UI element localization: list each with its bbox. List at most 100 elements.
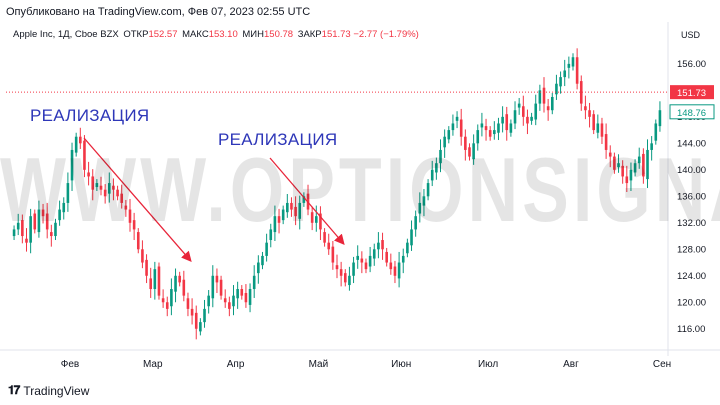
candle-body: [124, 205, 128, 210]
candle-body: [372, 249, 376, 259]
candle-body: [261, 255, 264, 266]
candle-body: [91, 176, 95, 190]
symbol-ohlc-line: Apple Inc, 1Д, Cboe BZX ОТКР152.57 МАКС1…: [13, 29, 419, 40]
candle-body: [526, 116, 529, 124]
candle-body: [497, 123, 500, 133]
candle-body: [596, 123, 600, 133]
candle-body: [153, 269, 157, 290]
candle-body: [232, 295, 235, 307]
high-label: МАКС: [182, 29, 209, 40]
candle-body: [339, 269, 343, 276]
candle-body: [207, 295, 210, 307]
x-tick-label: Мар: [143, 359, 163, 370]
candle-body: [186, 298, 190, 309]
candle-body: [522, 106, 525, 117]
y-tick-label: 140.00: [677, 165, 706, 176]
candle-body: [550, 96, 554, 111]
last-price-label: 151.73: [677, 88, 706, 99]
candle-body: [219, 279, 223, 296]
candle-body: [439, 149, 442, 164]
candle-body: [588, 110, 591, 117]
candle-body: [364, 262, 368, 270]
high-value: 153.10: [208, 29, 238, 40]
currency-label: USD: [681, 30, 701, 40]
candle-body: [37, 209, 41, 233]
candle-body: [629, 169, 633, 181]
tradingview-logo-icon: 𝟏𝟕: [8, 383, 20, 397]
candle-body: [517, 103, 521, 108]
candle-body: [505, 114, 509, 131]
candle-body: [281, 209, 285, 221]
candle-body: [658, 110, 662, 127]
candle-body: [352, 262, 355, 276]
candle-body: [116, 189, 119, 197]
candle-body: [136, 232, 140, 250]
candle-body: [199, 322, 202, 332]
y-tick-label: 144.00: [677, 138, 706, 149]
annotation-right: РЕАЛИЗАЦИЯ: [218, 130, 338, 149]
candle-body: [244, 292, 248, 303]
last-price-marker: [670, 85, 714, 100]
y-tick-label: 124.00: [677, 271, 706, 282]
candle-body: [637, 156, 641, 164]
candle-body: [464, 136, 467, 150]
candle-body: [650, 143, 653, 150]
candle-body: [203, 308, 206, 323]
footer[interactable]: 𝟏𝟕 TradingView: [8, 383, 89, 398]
candle-body: [62, 202, 66, 213]
candle-body: [401, 255, 405, 263]
candle-body: [397, 262, 401, 279]
candle-body: [120, 193, 124, 203]
candle-body: [348, 275, 351, 286]
candle-body: [29, 216, 32, 243]
candle-body: [149, 278, 152, 290]
candle-body: [79, 136, 82, 144]
candle-body: [377, 242, 380, 250]
candle-body: [112, 185, 115, 190]
candle-body: [236, 289, 239, 299]
current-price-marker: [669, 104, 715, 120]
candle-body: [157, 266, 161, 296]
candle-body: [455, 116, 459, 121]
candle-body: [389, 262, 393, 270]
candle-body: [331, 246, 335, 263]
candle-body: [178, 275, 181, 283]
candle-body: [600, 123, 604, 137]
candle-body: [393, 266, 397, 276]
candle-body: [447, 130, 451, 140]
y-tick-label: 116.00: [677, 324, 705, 335]
arrow-right: [269, 157, 345, 245]
candle-body: [83, 140, 86, 170]
candle-body: [414, 216, 417, 230]
candle-body: [530, 116, 533, 121]
candle-body: [323, 232, 326, 243]
x-tick-label: Июн: [391, 359, 411, 370]
x-tick-label: Июл: [478, 359, 498, 370]
candle-body: [12, 229, 16, 237]
candle-body: [70, 149, 74, 181]
candle-body: [509, 123, 513, 133]
candle-body: [646, 149, 649, 180]
candle-body: [74, 136, 78, 153]
candle-body: [215, 275, 219, 283]
candle-body: [269, 229, 273, 241]
candle-body: [290, 202, 293, 210]
x-tick-label: Май: [309, 359, 329, 370]
candle-body: [211, 275, 215, 299]
y-tick-label: 132.00: [677, 218, 706, 229]
candle-body: [476, 130, 480, 144]
candle-body: [95, 183, 99, 188]
candle-body: [128, 209, 132, 223]
candle-body: [265, 242, 268, 256]
candle-body: [302, 196, 306, 203]
candle-body: [443, 136, 446, 148]
footer-brand: TradingView: [23, 383, 90, 398]
y-tick-label: 156.00: [677, 59, 706, 70]
candle-body: [584, 106, 587, 111]
candle-body: [513, 110, 517, 124]
candle-body: [252, 275, 256, 290]
candle-body: [555, 83, 558, 95]
y-tick-label: 120.00: [677, 297, 706, 308]
candle-body: [141, 249, 144, 263]
